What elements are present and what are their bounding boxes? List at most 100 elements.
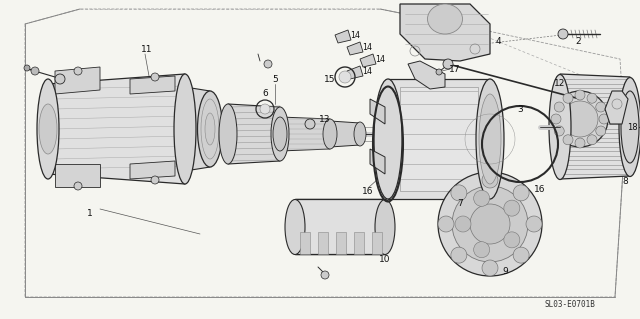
Text: 13: 13: [319, 115, 331, 123]
Circle shape: [321, 271, 329, 279]
Text: 7: 7: [457, 199, 463, 209]
Text: 14: 14: [375, 55, 385, 63]
Ellipse shape: [476, 79, 504, 199]
Ellipse shape: [37, 79, 59, 179]
Ellipse shape: [39, 104, 57, 154]
Circle shape: [451, 247, 467, 263]
Circle shape: [305, 119, 315, 129]
Text: 17: 17: [449, 64, 461, 73]
Bar: [354, 232, 364, 254]
Circle shape: [74, 182, 82, 190]
Circle shape: [513, 247, 529, 263]
Polygon shape: [560, 74, 630, 179]
Polygon shape: [388, 79, 490, 199]
Text: 10: 10: [380, 255, 391, 263]
Circle shape: [438, 216, 454, 232]
Polygon shape: [130, 76, 175, 94]
Circle shape: [482, 260, 498, 276]
Text: 11: 11: [141, 44, 153, 54]
Circle shape: [452, 186, 528, 262]
Ellipse shape: [479, 94, 501, 184]
Text: SL03-E0701B: SL03-E0701B: [545, 300, 595, 309]
Polygon shape: [330, 121, 360, 147]
Circle shape: [339, 71, 351, 83]
Circle shape: [504, 232, 520, 248]
Ellipse shape: [374, 79, 402, 199]
Ellipse shape: [198, 91, 223, 167]
Polygon shape: [370, 149, 385, 174]
Circle shape: [596, 102, 606, 112]
Text: 15: 15: [324, 75, 336, 84]
Bar: [318, 232, 328, 254]
Polygon shape: [228, 104, 280, 164]
Ellipse shape: [285, 199, 305, 255]
Ellipse shape: [273, 117, 287, 151]
Polygon shape: [185, 87, 210, 171]
Circle shape: [526, 216, 542, 232]
Text: 1: 1: [87, 210, 93, 219]
Circle shape: [554, 102, 564, 112]
Circle shape: [451, 185, 467, 201]
Bar: [300, 232, 310, 254]
Circle shape: [513, 185, 529, 201]
Polygon shape: [295, 199, 385, 254]
Ellipse shape: [205, 113, 215, 145]
Circle shape: [455, 216, 471, 232]
Circle shape: [552, 91, 608, 147]
Circle shape: [558, 29, 568, 39]
Ellipse shape: [619, 78, 640, 176]
Circle shape: [151, 73, 159, 81]
Circle shape: [443, 59, 453, 69]
Circle shape: [575, 138, 585, 148]
Circle shape: [264, 60, 272, 68]
Ellipse shape: [219, 104, 237, 164]
Circle shape: [599, 114, 609, 124]
Text: 16: 16: [534, 184, 546, 194]
Ellipse shape: [428, 4, 463, 34]
Text: 6: 6: [262, 90, 268, 99]
Text: 2: 2: [575, 38, 581, 47]
Circle shape: [504, 200, 520, 216]
Bar: [372, 232, 382, 254]
Circle shape: [24, 65, 30, 71]
Ellipse shape: [549, 75, 571, 180]
Circle shape: [151, 176, 159, 184]
Polygon shape: [408, 61, 445, 89]
Text: 16: 16: [362, 188, 374, 197]
Circle shape: [575, 90, 585, 100]
Polygon shape: [370, 99, 385, 124]
Circle shape: [74, 67, 82, 75]
Text: 3: 3: [517, 105, 523, 114]
Polygon shape: [347, 66, 363, 79]
Circle shape: [31, 67, 39, 75]
Text: 18: 18: [627, 122, 637, 131]
Circle shape: [474, 242, 490, 258]
Circle shape: [470, 204, 510, 244]
Circle shape: [436, 69, 442, 75]
Ellipse shape: [174, 74, 196, 184]
Ellipse shape: [354, 122, 366, 146]
Circle shape: [587, 135, 597, 145]
Circle shape: [438, 172, 542, 276]
Circle shape: [563, 93, 573, 103]
Polygon shape: [48, 74, 185, 184]
Polygon shape: [55, 67, 100, 94]
Polygon shape: [335, 30, 351, 43]
Circle shape: [587, 93, 597, 103]
Polygon shape: [400, 4, 490, 61]
Text: 14: 14: [362, 66, 372, 76]
Bar: [336, 232, 346, 254]
Ellipse shape: [621, 91, 639, 163]
Text: 9: 9: [502, 268, 508, 277]
Polygon shape: [55, 164, 100, 187]
Circle shape: [562, 101, 598, 137]
Polygon shape: [280, 117, 330, 151]
Circle shape: [474, 190, 490, 206]
Circle shape: [482, 172, 498, 188]
Ellipse shape: [271, 107, 289, 161]
Text: 8: 8: [622, 176, 628, 186]
Circle shape: [563, 135, 573, 145]
Text: 12: 12: [554, 79, 566, 88]
Ellipse shape: [375, 199, 395, 255]
Ellipse shape: [323, 119, 337, 149]
